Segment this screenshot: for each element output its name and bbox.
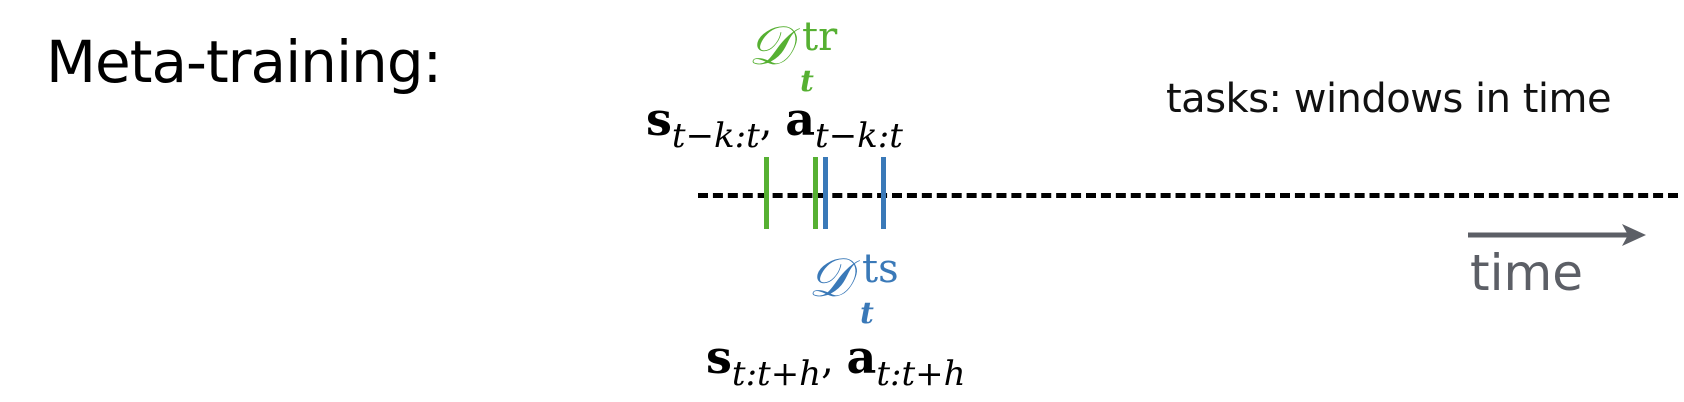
test-dataset-label: 𝒟 ts t: [808, 246, 899, 331]
past-states-symbol: s: [646, 92, 672, 146]
train-window-end-tick: [813, 157, 818, 229]
time-arrow-icon: [1468, 224, 1646, 246]
train-dataset-symbol: 𝒟: [748, 14, 792, 77]
future-actions-symbol: a: [846, 330, 877, 384]
timeline-dashed: [698, 193, 1678, 198]
future-states-range: t:t+h: [731, 354, 822, 394]
time-axis-label: time: [1470, 244, 1583, 302]
test-dataset-subscript: t: [860, 296, 874, 331]
test-dataset-superscript: ts: [862, 246, 899, 292]
past-states-range: t−k:t: [671, 116, 760, 156]
past-actions-symbol: a: [785, 92, 816, 146]
train-window-start-tick: [764, 157, 769, 229]
test-window-end-tick: [881, 157, 886, 229]
past-comma: ,: [759, 99, 786, 145]
future-window-expression: st:t+h, at:t+h: [706, 330, 966, 394]
heading: Meta-training:: [46, 28, 442, 96]
test-window-start-tick: [823, 157, 828, 229]
future-states-symbol: s: [706, 330, 732, 384]
future-actions-range: t:t+h: [876, 354, 966, 394]
test-dataset-symbol: 𝒟: [808, 246, 852, 309]
train-dataset-label: 𝒟 tr t: [748, 14, 837, 99]
future-comma: ,: [821, 337, 847, 383]
past-window-expression: st−k:t, at−k:t: [646, 92, 903, 156]
past-actions-range: t−k:t: [815, 116, 903, 156]
tasks-caption: tasks: windows in time: [1166, 76, 1612, 122]
train-dataset-superscript: tr: [802, 14, 838, 60]
train-dataset-subscript: t: [800, 64, 814, 99]
